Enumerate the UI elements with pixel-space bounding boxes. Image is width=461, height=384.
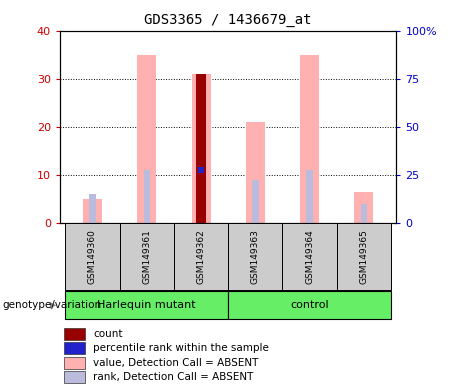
Bar: [355, 192, 373, 223]
Bar: [337, 223, 391, 290]
Bar: [89, 194, 96, 223]
Bar: [307, 170, 313, 223]
Bar: [120, 223, 174, 290]
Text: control: control: [290, 300, 329, 310]
Bar: [64, 357, 85, 369]
Text: percentile rank within the sample: percentile rank within the sample: [93, 343, 269, 353]
Bar: [64, 371, 85, 383]
Text: count: count: [93, 329, 123, 339]
Bar: [83, 199, 102, 223]
Bar: [361, 204, 367, 223]
Bar: [228, 223, 283, 290]
Bar: [300, 55, 319, 223]
Bar: [246, 122, 265, 223]
Text: GSM149363: GSM149363: [251, 229, 260, 284]
Text: GSM149364: GSM149364: [305, 229, 314, 284]
Title: GDS3365 / 1436679_at: GDS3365 / 1436679_at: [144, 13, 312, 27]
Text: genotype/variation: genotype/variation: [2, 300, 101, 310]
Bar: [192, 74, 211, 223]
Bar: [143, 170, 150, 223]
Bar: [196, 74, 206, 223]
Bar: [228, 291, 391, 319]
Text: value, Detection Call = ABSENT: value, Detection Call = ABSENT: [93, 358, 259, 367]
Bar: [65, 291, 228, 319]
Text: rank, Detection Call = ABSENT: rank, Detection Call = ABSENT: [93, 372, 254, 382]
Bar: [137, 55, 156, 223]
Bar: [64, 328, 85, 340]
Bar: [174, 223, 228, 290]
Text: GSM149360: GSM149360: [88, 229, 97, 284]
Bar: [283, 223, 337, 290]
Text: GSM149362: GSM149362: [196, 229, 206, 284]
Bar: [65, 223, 120, 290]
Bar: [198, 170, 204, 223]
Polygon shape: [50, 302, 56, 309]
Text: GSM149361: GSM149361: [142, 229, 151, 284]
Bar: [64, 343, 85, 354]
Text: GSM149365: GSM149365: [360, 229, 368, 284]
Bar: [252, 180, 259, 223]
Text: Harlequin mutant: Harlequin mutant: [97, 300, 196, 310]
